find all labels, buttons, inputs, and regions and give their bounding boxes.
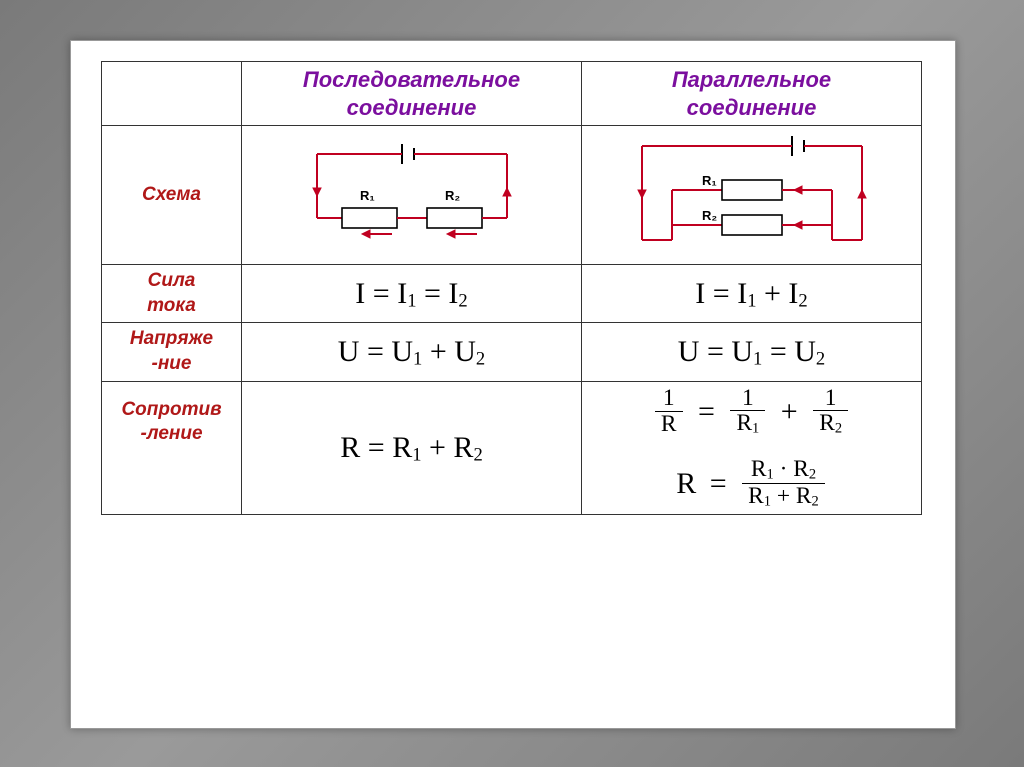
row-header-current: Силатока xyxy=(102,265,242,323)
circuit-parallel: R₁ R₂ xyxy=(602,130,902,260)
label-r1-p: R₁ xyxy=(702,173,717,188)
formula-serial-voltage: U = U1 + U2 xyxy=(242,323,582,381)
corner-cell xyxy=(102,62,242,126)
circuit-serial: R₁ R₂ xyxy=(262,138,562,253)
scheme-serial: R₁ R₂ xyxy=(242,126,582,265)
formula-parallel-resistance: 1R = 1R1 + 1R2 R = R1 · R2 R1 + R2 xyxy=(582,381,922,514)
label-r2: R₂ xyxy=(445,188,460,203)
label-r2-p: R₂ xyxy=(702,208,717,223)
formula-serial-resistance: R = R1 + R2 xyxy=(242,381,582,514)
formula-parallel-current: I = I1 + I2 xyxy=(582,265,922,323)
label-r1: R₁ xyxy=(360,188,375,203)
col-header-parallel-l1: Параллельноесоединение xyxy=(672,67,831,120)
formula-serial-current: I = I1 = I2 xyxy=(242,265,582,323)
col-header-serial: Последовательноесоединение xyxy=(242,62,582,126)
comparison-table: Последовательноесоединение Параллельноес… xyxy=(101,61,922,515)
col-header-serial-l1: Последовательноесоединение xyxy=(303,67,520,120)
scheme-parallel: R₁ R₂ xyxy=(582,126,922,265)
row-header-resistance: Сопротив-ление xyxy=(102,381,242,514)
row-header-voltage: Напряже-ние xyxy=(102,323,242,381)
row-header-scheme: Схема xyxy=(102,126,242,265)
formula-parallel-voltage: U = U1 = U2 xyxy=(582,323,922,381)
col-header-parallel: Параллельноесоединение xyxy=(582,62,922,126)
